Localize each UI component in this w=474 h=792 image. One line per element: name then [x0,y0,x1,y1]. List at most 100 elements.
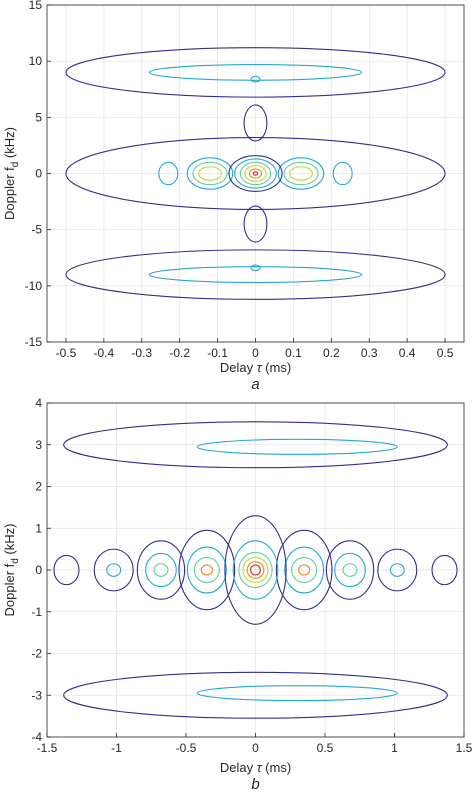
x-tick-label: -0.1 [207,346,228,360]
contour-line-level-6 [252,171,259,176]
contour-line-level-1 [178,529,236,611]
contour-line-level-4 [244,165,267,182]
contour-line-level-4 [289,166,313,181]
x-tick-label: -1 [111,741,122,755]
contour-line-level-1 [65,249,446,300]
panel-b-grid [46,402,465,738]
contour-line-level-2 [232,540,279,600]
contour-line-level-5 [246,561,265,579]
y-tick-label: 0 [35,167,42,181]
contour-line-level-3 [193,556,220,584]
contour-line-level-2 [186,546,227,594]
x-tick-label: -0.5 [176,741,197,755]
y-tick-label: 1 [35,521,42,535]
y-tick-label: -5 [31,223,42,237]
contour-line-level-2 [389,563,405,577]
contour-line-level-2 [186,157,234,190]
y-tick-label: -3 [31,688,42,702]
panel-a-x-axis-label: Delay τ (ms) [220,360,291,375]
panel-a-contours [65,47,446,300]
y-tick-label: -1 [31,605,42,619]
contour-line-level-5 [200,564,213,576]
x-tick-label: 0.4 [399,346,416,360]
y-tick-label: 0 [35,563,42,577]
y-tick-label: -4 [31,730,42,744]
x-tick-label: 0.3 [361,346,378,360]
x-tick-label: 0.2 [323,346,340,360]
contour-line-level-2 [148,63,363,81]
contour-line-level-1 [93,548,134,592]
x-tick-label: 0.5 [437,346,454,360]
panel-b-x-axis-label: Delay τ (ms) [220,760,291,775]
contour-line-level-1 [228,154,283,193]
contour-line-level-2 [196,438,398,455]
panel-b-y-ticks: -4 -3 -2 -1 0 1 2 3 4 [31,396,51,744]
y-tick-label: 2 [35,480,42,494]
contour-line-level-2 [196,685,398,702]
contour-line-level-1 [136,540,186,600]
x-tick-label: -0.2 [169,346,190,360]
y-tick-label: -2 [31,647,42,661]
x-tick-label: -0.3 [131,346,152,360]
contour-line-level-6 [250,564,261,576]
contour-line-level-1 [63,421,448,469]
contour-line-level-2 [106,563,122,577]
contour-line-level-4 [242,556,269,584]
contour-line-level-3 [192,161,228,186]
contour-line-level-2 [158,161,179,186]
contour-line-level-1 [325,540,375,600]
panel-a-y-axis-label: Doppler fd (kHz) [2,127,21,220]
contour-line-level-3 [153,563,169,577]
panel-b: -1.5 -1 -0.5 0 0.5 1 1.5 -4 -3 -2 -1 0 1 2 3 4 Delay τ… [2,396,473,792]
contour-line-level-1 [431,554,458,586]
x-tick-label: -0.5 [56,346,77,360]
panel-a-x-ticks: -0.5 -0.4 -0.3 -0.2 -0.1 0 0.1 0.2 0.3 0.4 0.5 [56,338,454,360]
panel-a-y-ticks: -15 -10 -5 0 5 10 15 [25,0,51,349]
contour-line-level-5 [298,564,311,576]
contour-line-level-1 [63,671,448,719]
y-tick-label: 3 [35,438,42,452]
contour-line-level-3 [283,161,319,186]
contour-line-level-2 [332,161,353,186]
x-tick-label: -1.5 [37,741,58,755]
x-tick-label: 0 [252,741,259,755]
contour-line-level-1 [243,104,268,142]
contour-line-level-5 [248,168,263,179]
panel-b-y-axis-label: Doppler fd (kHz) [2,524,21,617]
panel-a: -0.5 -0.4 -0.3 -0.2 -0.1 0 0.1 0.2 0.3 0.4 0.5 -15… [2,0,465,393]
y-tick-label: 10 [29,54,43,68]
x-tick-label: 0.5 [317,741,334,755]
y-tick-label: 5 [35,110,42,124]
x-tick-label: 0.1 [285,346,302,360]
contour-line-level-3 [238,551,273,589]
y-tick-label: -10 [25,279,43,293]
contour-line-level-3 [239,161,272,186]
x-tick-label: 1 [391,741,398,755]
contour-line-level-1 [377,548,418,592]
contour-line-level-2 [250,264,261,272]
contour-line-level-1 [53,554,80,586]
contour-line-level-2 [250,75,261,83]
contour-line-level-3 [291,556,318,584]
x-tick-label: 1.5 [456,741,473,755]
x-tick-label: -0.4 [94,346,115,360]
contour-line-level-1 [65,137,446,210]
contour-line-level-2 [334,552,366,588]
contour-line-level-1 [243,205,268,243]
contour-line-level-1 [65,47,446,98]
y-tick-label: -15 [25,335,43,349]
y-tick-label: 4 [35,396,42,410]
contour-line-level-2 [145,552,177,588]
contour-line-level-2 [284,546,325,594]
panel-b-contours [53,421,458,719]
panel-a-label: a [251,376,259,393]
panel-b-x-ticks: -1.5 -1 -0.5 0 0.5 1 1.5 [37,733,473,755]
contour-line-level-3 [342,563,358,577]
contour-line-level-2 [234,158,277,189]
contour-line-level-1 [224,515,287,625]
x-tick-label: 0 [252,346,259,360]
y-tick-label: 15 [29,0,43,12]
contour-line-level-4 [198,166,222,181]
contour-line-level-2 [277,157,325,190]
